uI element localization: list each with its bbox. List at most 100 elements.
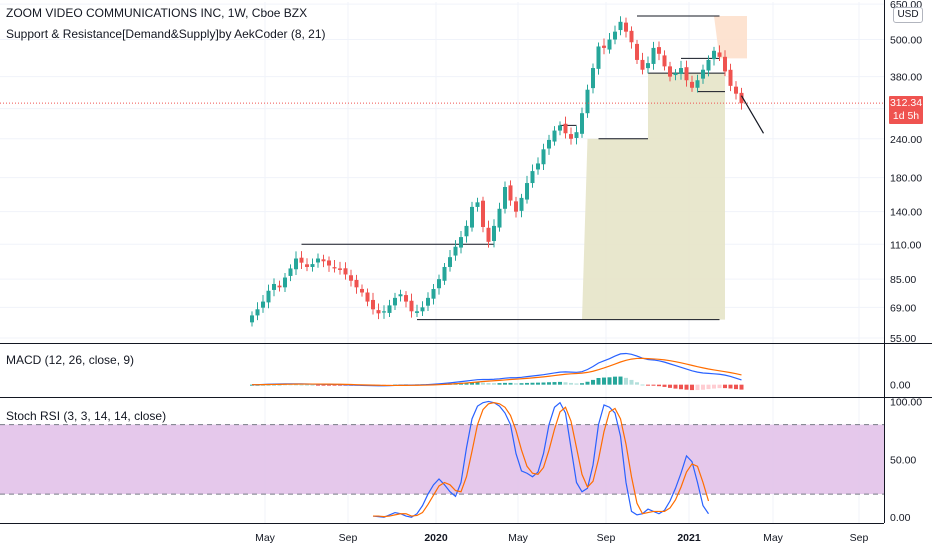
macd-histogram-bar <box>503 382 507 385</box>
candle <box>250 315 254 323</box>
candle <box>486 227 491 242</box>
candle <box>739 92 744 104</box>
price-tick-label: 140.00 <box>890 207 922 219</box>
price-tick-label: 380.00 <box>890 72 922 84</box>
macd-histogram-bar <box>618 376 623 385</box>
macd-histogram-bar <box>481 382 485 385</box>
main-title: ZOOM VIDEO COMMUNICATIONS INC, 1W, Cboe … <box>6 6 308 20</box>
macd-histogram-bar <box>470 382 474 385</box>
macd-histogram-bar <box>530 382 535 385</box>
price-pane[interactable] <box>0 2 884 343</box>
candle <box>420 307 425 312</box>
currency-label[interactable]: USD <box>893 7 923 23</box>
candle <box>591 68 595 89</box>
macd-histogram-bar <box>519 383 524 385</box>
candle <box>349 275 353 281</box>
macd-histogram-bar <box>332 384 337 386</box>
macd-histogram-bar <box>492 383 496 385</box>
candle <box>635 43 639 60</box>
macd-histogram-bar <box>316 384 320 386</box>
price-tick-label: 240.00 <box>890 134 922 146</box>
macd-histogram-bar <box>552 382 557 385</box>
candle <box>360 288 364 293</box>
candle <box>398 294 403 297</box>
macd-histogram-bar <box>635 382 639 385</box>
demand-zone <box>582 73 725 320</box>
candle <box>415 311 419 313</box>
candle <box>684 67 689 81</box>
macd-histogram-bar <box>294 384 298 386</box>
macd-histogram-bar <box>514 383 518 385</box>
macd-histogram-bar <box>580 383 584 385</box>
candle <box>607 39 612 50</box>
candle <box>657 47 661 54</box>
candle <box>294 258 298 270</box>
candle <box>382 311 386 313</box>
macd-histogram-bar <box>541 382 546 385</box>
candle <box>283 277 287 288</box>
candle <box>596 46 601 69</box>
candle <box>288 268 293 276</box>
projection-line <box>740 95 765 134</box>
candle <box>376 310 381 314</box>
candle <box>371 299 375 310</box>
stoch-rsi-pane[interactable] <box>0 398 884 523</box>
candle <box>541 149 546 165</box>
candle <box>547 139 551 149</box>
candle <box>558 125 562 131</box>
candle <box>310 264 315 267</box>
candle <box>277 285 282 288</box>
candle <box>299 257 304 263</box>
price-tick-label: 650.00 <box>890 0 922 11</box>
candle <box>602 45 606 48</box>
macd-histogram-bar <box>569 382 573 385</box>
time-tick-label: Sep <box>850 532 869 544</box>
current-price-value: 312.34 <box>889 97 923 109</box>
candle <box>662 55 667 67</box>
price-tick-label: 55.00 <box>890 333 916 345</box>
macd-histogram-bar <box>607 377 612 385</box>
macd-histogram-bar <box>673 384 678 389</box>
macd-pane[interactable] <box>250 344 860 397</box>
macd-histogram-bar <box>723 384 727 389</box>
candle <box>569 134 573 139</box>
candle <box>646 63 650 69</box>
candle <box>629 30 634 43</box>
candle <box>640 59 645 70</box>
price-tick-label: 110.00 <box>890 239 921 251</box>
candle <box>536 163 540 170</box>
candle <box>717 52 722 57</box>
time-tick-label: May <box>255 532 276 544</box>
candle <box>723 56 727 72</box>
candle <box>624 22 628 32</box>
current-price-badge: 312.34 1d 5h <box>889 96 923 124</box>
macd-histogram-bar <box>591 379 595 385</box>
candle <box>492 225 496 242</box>
macd-histogram-bar <box>558 381 562 385</box>
price-tick-label: 85.00 <box>890 274 916 286</box>
macd-histogram-bar <box>690 384 694 391</box>
candle <box>497 208 502 228</box>
candle <box>690 81 694 88</box>
macd-histogram-bar <box>728 384 733 389</box>
candle <box>272 283 276 290</box>
price-tick-label: 180.00 <box>890 173 922 185</box>
candle <box>393 297 397 306</box>
candle <box>448 257 452 267</box>
candle <box>266 290 271 303</box>
macd-histogram-bar <box>497 383 502 385</box>
candle <box>475 202 480 207</box>
time-tick-label: 2021 <box>677 532 701 544</box>
macd-histogram-bar <box>574 383 579 385</box>
macd-histogram-bar <box>695 384 700 391</box>
candle <box>332 267 337 269</box>
macd-histogram-bar <box>596 377 601 385</box>
macd-histogram-bar <box>734 384 738 390</box>
stoch-tick-label: 100.00 <box>890 396 922 408</box>
macd-histogram-bar <box>717 384 722 389</box>
candle <box>679 68 683 74</box>
candle <box>464 225 469 237</box>
candle <box>519 197 524 211</box>
